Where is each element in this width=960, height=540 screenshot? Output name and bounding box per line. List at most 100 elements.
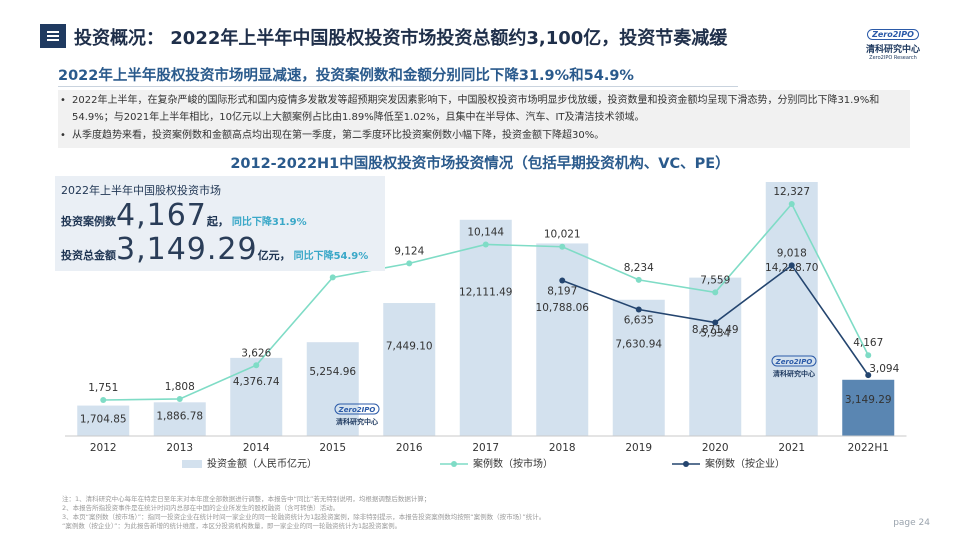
bar-amount xyxy=(536,243,589,436)
market-value-label: 1,751 xyxy=(88,382,118,394)
bar-amount xyxy=(459,219,512,436)
cases-number: 4,167 xyxy=(116,198,207,233)
legend-marker-market xyxy=(451,461,457,467)
menu-icon xyxy=(40,24,66,48)
x-tick-label: 2019 xyxy=(625,442,652,454)
bar-amount xyxy=(383,303,436,436)
footnote-line: 2、本报告所指投资事件是在统计时间内总部在中国的企业所发生的股权融资（含可转债）… xyxy=(62,504,340,512)
amount-number: 3,149.29 xyxy=(116,232,258,267)
summary-amount: 投资总金额3,149.29亿元， 同比下降54.9% xyxy=(61,232,369,267)
page-title: 投资概况： 2022年上半年中国股权投资市场投资总额约3,100亿，投资节奏减缓 xyxy=(74,28,728,49)
summary-head: 2022年上半年中国股权投资市场 xyxy=(61,184,221,197)
bar-amount xyxy=(842,379,895,436)
legend-label-enterprise: 案例数（按企业） xyxy=(705,457,785,470)
section-subtitle: 2022年上半年股权投资市场明显减速，投资案例数和金额分别同比下降31.9%和5… xyxy=(58,68,634,84)
market-value-label: 12,327 xyxy=(773,186,810,198)
bar-amount xyxy=(306,342,359,436)
point-market xyxy=(712,289,719,296)
bar-amount xyxy=(689,277,742,436)
watermark-logo xyxy=(334,403,380,415)
x-tick-label: 2014 xyxy=(243,442,270,454)
legend-marker-enterprise xyxy=(683,461,689,467)
footnote-line: 注：1、清科研究中心每年在特定日至年末对本年度全部数据进行调整，本报告中“同比”… xyxy=(62,495,431,503)
bar-value-label: 5,254.96 xyxy=(309,366,356,378)
bar-amount xyxy=(230,357,283,436)
x-tick-label: 2021 xyxy=(778,442,805,454)
bar-value-label: 1,886.78 xyxy=(156,410,203,422)
point-enterprise xyxy=(712,319,719,326)
summary-cases: 投资案例数4,167起， 同比下降31.9% xyxy=(61,198,307,233)
market-value-label: 9,124 xyxy=(394,245,424,257)
subtitle-divider xyxy=(58,86,738,87)
point-market xyxy=(253,362,260,369)
bar-amount xyxy=(77,405,130,436)
bullet-text: 2022年上半年，在复杂严峻的国际形式和国内疫情多发散发等超预期突发因素影响下，… xyxy=(72,95,880,123)
point-enterprise xyxy=(559,277,566,284)
point-market xyxy=(635,276,642,283)
point-market xyxy=(865,352,872,359)
market-value-label: 3,626 xyxy=(241,347,271,359)
bullet-dot: • xyxy=(60,95,66,106)
watermark-logo-cn: 清科研究中心 xyxy=(773,369,815,378)
bar-value-label: 7,449.10 xyxy=(386,341,433,353)
market-value-label: 10,144 xyxy=(467,226,504,238)
point-market xyxy=(329,274,336,281)
bar-value-label: 3,149.29 xyxy=(845,394,892,406)
watermark-logo xyxy=(771,355,817,367)
summary-box: 2022年上半年中国股权投资市场 投资案例数4,167起， 同比下降31.9% 投… xyxy=(55,176,385,271)
legend-label-bar: 投资金额（人民币亿元） xyxy=(207,457,317,470)
bar-value-label: 1,704.85 xyxy=(80,414,127,426)
point-market xyxy=(482,241,489,248)
point-market xyxy=(176,395,183,402)
footnotes: 注：1、清科研究中心每年在特定日至年末对本年度全部数据进行调整，本报告中“同比”… xyxy=(62,495,862,531)
enterprise-value-label: 8,197 xyxy=(547,286,577,298)
x-tick-label: 2013 xyxy=(166,442,193,454)
amount-change: 同比下降54.9% xyxy=(293,251,369,262)
enterprise-value-label: 3,094 xyxy=(869,363,899,375)
x-tick-label: 2018 xyxy=(549,442,576,454)
page-number: page 24 xyxy=(893,518,930,528)
zero2ipo-logo: Zero2IPO 清科研究中心 Zero2IPO Research xyxy=(866,29,921,61)
x-tick-label: 2017 xyxy=(472,442,499,454)
title-bar: 投资概况： 2022年上半年中国股权投资市场投资总额约3,100亿，投资节奏减缓… xyxy=(40,22,920,61)
bar-value-label: 7,630.94 xyxy=(615,338,662,350)
bar-value-label: 10,788.06 xyxy=(536,302,590,314)
market-value-label: 8,234 xyxy=(624,262,654,274)
bar-amount xyxy=(765,182,818,436)
point-enterprise xyxy=(865,372,872,379)
watermark-logo-text: Zero2IPO xyxy=(338,406,376,414)
point-enterprise xyxy=(788,262,795,269)
bullet-dot: • xyxy=(60,130,66,141)
cases-change: 同比下降31.9% xyxy=(231,217,307,228)
market-value-label: 10,021 xyxy=(544,229,581,241)
footnote-line: 3、本页“案例数（按市场）”：指同一投资企业在统计时间一家企业的同一轮融资统计为… xyxy=(62,513,546,521)
market-value-label: 7,559 xyxy=(700,274,730,286)
bullet-text: 从季度趋势来看，投资案例数和金额高点均出现在第一季度，第二季度环比投资案例数小幅… xyxy=(72,130,605,141)
point-market xyxy=(100,397,107,403)
bar-amount xyxy=(153,402,206,436)
bar-value-label: 4,376.74 xyxy=(233,376,280,388)
point-enterprise xyxy=(635,306,642,313)
point-market xyxy=(559,243,566,250)
enterprise-value-label: 9,018 xyxy=(777,247,807,259)
watermark-logo-text: Zero2IPO xyxy=(775,358,813,366)
bullet-box: • 2022年上半年，在复杂严峻的国际形式和国内疫情多发散发等超预期突发因素影响… xyxy=(58,90,910,148)
enterprise-value-label: 6,635 xyxy=(624,314,654,326)
x-tick-label: 2012 xyxy=(90,442,117,454)
watermark-logo-cn: 清科研究中心 xyxy=(336,417,378,426)
market-value-label: 4,167 xyxy=(853,337,883,349)
point-market xyxy=(406,260,413,267)
x-tick-label: 2020 xyxy=(702,442,729,454)
x-tick-label: 2015 xyxy=(319,442,346,454)
point-market xyxy=(788,201,795,207)
x-tick-label: 2016 xyxy=(396,442,423,454)
market-value-label: 1,808 xyxy=(165,381,195,393)
bar-value-label: 12,111.49 xyxy=(459,286,512,298)
x-tick-label: 2022H1 xyxy=(848,442,889,454)
legend-swatch-bar xyxy=(182,460,202,468)
footnote-line: “案例数（按企业）”：为此报告新增的统计维度，本区分投资机构数量，即一家企业的同… xyxy=(62,522,402,530)
legend-label-market: 案例数（按市场） xyxy=(473,457,553,470)
enterprise-value-label: 5,934 xyxy=(700,327,730,339)
bar-value-label: 8,871.49 xyxy=(692,324,739,336)
